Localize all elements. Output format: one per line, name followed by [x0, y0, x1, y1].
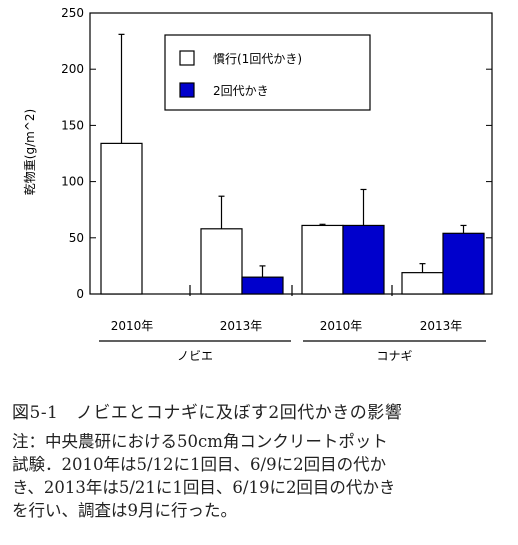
y-tick-label: 150 [61, 118, 84, 132]
bar-conventional [301, 224, 344, 295]
legend-box [164, 34, 371, 111]
year-label: 2013年 [420, 319, 463, 333]
y-tick-label: 200 [61, 62, 84, 76]
figure-note: 注：中央農研における50cm角コンクリートポット 試験．2010年は5/12に1… [12, 430, 512, 522]
bar-chart: 乾物重(g/m^2) 0 50 100 150 200 250 慣行(1回代かき) 2回代… [23, 6, 493, 363]
legend-label-conventional: 慣行(1回代かき) [213, 51, 302, 66]
y-axis-label: 乾物重(g/m^2) [23, 109, 37, 195]
species-label: コナギ [376, 349, 412, 363]
bar-double [442, 232, 485, 295]
species-label: ノビエ [177, 349, 213, 363]
bar-conventional [200, 228, 243, 295]
y-tick-label: 50 [69, 231, 84, 245]
note-line: 注：中央農研における50cm角コンクリートポット [12, 432, 388, 451]
bar-double [342, 224, 385, 295]
year-label: 2013年 [220, 319, 263, 333]
y-tick-label: 0 [76, 287, 84, 301]
bar-conventional [100, 142, 143, 295]
bars [100, 33, 485, 296]
bar-double [241, 276, 284, 295]
y-tick-label: 100 [61, 175, 84, 189]
note-line: を行い、調査は9月に行った。 [12, 501, 237, 520]
year-label: 2010年 [111, 319, 154, 333]
note-line: き、2013年は5/21に1回目、6/19に2回目の代かき [12, 478, 396, 497]
plot-frame [89, 12, 493, 295]
legend-label-double: 2回代かき [213, 84, 269, 98]
y-axis-title: 乾物重(g/m^2) [23, 109, 37, 195]
legend: 慣行(1回代かき) 2回代かき [164, 34, 371, 111]
legend-swatch-conventional [179, 50, 195, 66]
legend-swatch-double [179, 82, 195, 98]
y-tick-label: 250 [61, 6, 84, 20]
year-label: 2010年 [320, 319, 363, 333]
y-axis: 0 50 100 150 200 250 [61, 6, 492, 301]
figure-caption: 図5-1 ノビエとコナギに及ぼす2回代かきの影響 [12, 403, 403, 423]
bar-conventional [401, 272, 444, 295]
note-line: 試験．2010年は5/12に1回目、6/9に2回目の代か [12, 455, 387, 474]
